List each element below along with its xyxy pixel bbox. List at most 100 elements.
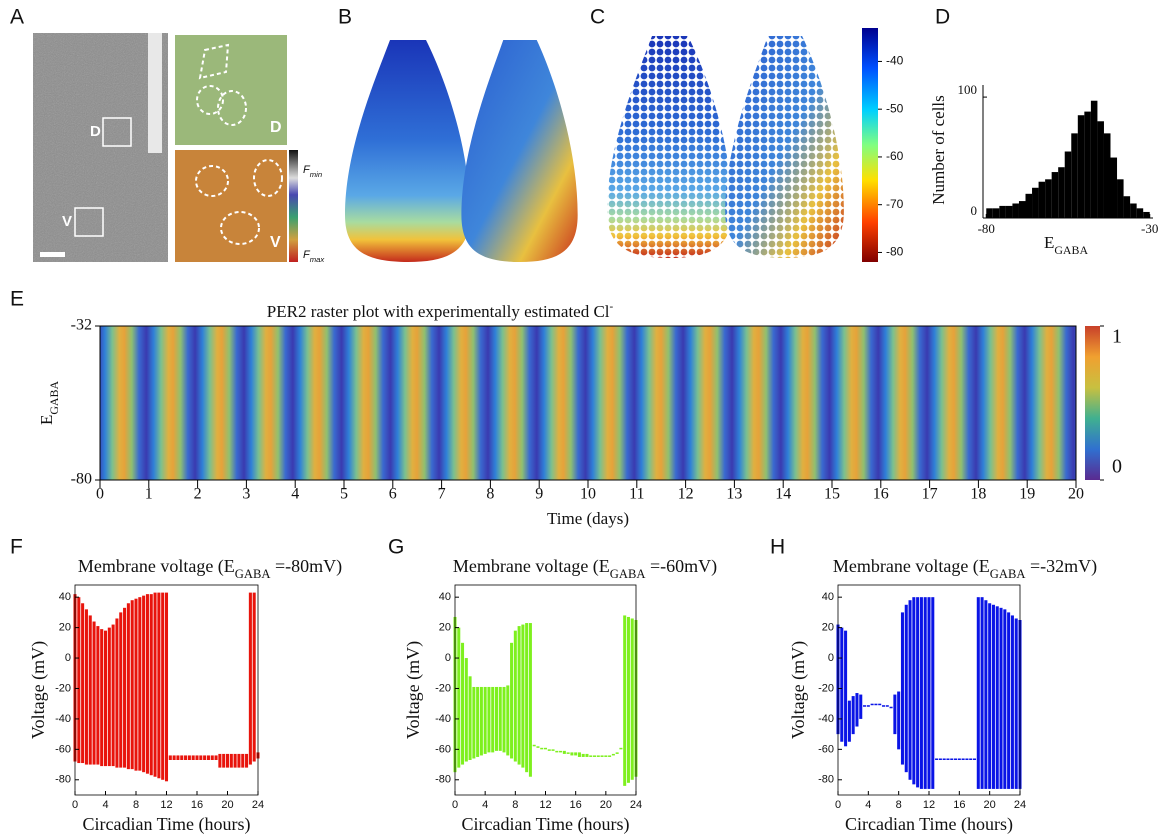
voltage-envelope	[995, 606, 999, 789]
voltage-envelope	[199, 755, 203, 760]
x-tick-label: 2	[194, 486, 202, 503]
bar	[1038, 181, 1046, 218]
y-tick-label: -80	[55, 774, 71, 786]
voltage-envelope	[897, 691, 901, 750]
voltage-envelope	[543, 747, 548, 750]
voltage-envelope	[923, 597, 927, 789]
x-tick-label: 8	[133, 799, 139, 811]
voltage-envelope	[931, 597, 935, 789]
inset-image	[175, 150, 287, 262]
y-tick-label: -80	[71, 471, 92, 488]
chart-title-part: =-80mV)	[270, 556, 342, 577]
voltage-envelope	[630, 618, 634, 780]
voltage-envelope	[241, 753, 245, 768]
bar	[1077, 115, 1085, 218]
voltage-envelope	[479, 686, 483, 756]
y-tick-label: -40	[886, 54, 904, 68]
colorbar-tick-label: 1	[1112, 326, 1122, 348]
y-tick-label: 0	[445, 652, 451, 664]
voltage-envelope	[961, 758, 965, 760]
voltage-envelope	[577, 752, 581, 757]
voltage-envelope	[195, 755, 199, 760]
colorbar-label-part: min	[310, 170, 322, 179]
voltage-envelope	[252, 592, 256, 762]
x-axis-label: Circadian Time (hours)	[462, 814, 630, 835]
voltage-envelope	[184, 755, 188, 760]
x-tick-label: 4	[102, 799, 108, 811]
voltage-envelope	[551, 749, 555, 751]
voltage-envelope	[457, 627, 461, 768]
voltage-envelope	[878, 703, 882, 706]
voltage-envelope	[611, 753, 615, 756]
voltage-envelope	[245, 753, 249, 768]
voltage-envelope	[988, 603, 992, 789]
y-tick-label: -32	[71, 317, 92, 334]
chart-title: Membrane voltage (EGABA =-60mV)	[453, 556, 717, 581]
chart-title-part: PER2 raster plot with experimentally est…	[267, 302, 610, 321]
micrograph-edge	[148, 33, 162, 153]
x-tick-label: 7	[438, 486, 446, 503]
x-tick-label: 12	[923, 799, 935, 811]
x-tick-label: 4	[865, 799, 871, 811]
y-tick-label: -80	[435, 774, 451, 786]
inset-label: V	[270, 234, 281, 251]
bar	[1117, 179, 1124, 218]
bar	[999, 205, 1006, 218]
voltage-envelope	[494, 686, 498, 751]
x-tick-label: 15	[824, 486, 840, 503]
bar	[1143, 211, 1150, 218]
voltage-envelope	[461, 642, 465, 765]
voltage-envelope	[619, 747, 623, 750]
chart-title-part: -	[610, 301, 614, 313]
voltage-envelope	[999, 607, 1003, 789]
y-tick-label: 40	[439, 591, 451, 603]
voltage-envelope	[615, 752, 619, 754]
voltage-envelope	[881, 705, 886, 707]
voltage-envelope	[229, 753, 233, 768]
panel-label: A	[10, 6, 24, 29]
x-tick-label: 4	[291, 486, 299, 503]
voltage-envelope	[623, 615, 627, 786]
voltage-envelope	[885, 705, 889, 707]
x-tick-label: 8	[512, 799, 518, 811]
voltage-envelope	[980, 597, 984, 789]
colorbar-label-part: F	[303, 164, 311, 176]
colorbar-label: Fmax	[303, 249, 325, 264]
voltage-envelope	[210, 755, 214, 760]
voltage-envelope	[950, 758, 954, 760]
colorbar	[1085, 326, 1100, 480]
voltage-envelope	[115, 618, 119, 768]
voltage-envelope	[237, 753, 241, 768]
y-axis-label: Number of cells	[929, 95, 948, 205]
voltage-envelope	[562, 750, 566, 754]
voltage-envelope	[513, 630, 517, 762]
voltage-envelope	[525, 623, 529, 773]
voltage-envelope	[491, 686, 495, 753]
voltage-envelope	[88, 615, 92, 765]
scn-map	[461, 40, 578, 262]
cell-dots	[607, 36, 844, 258]
voltage-envelope	[130, 600, 134, 770]
colorbar	[862, 28, 878, 262]
voltage-envelope	[532, 744, 536, 747]
voltage-envelope	[476, 686, 480, 757]
voltage-envelope	[916, 597, 920, 788]
voltage-envelope	[157, 592, 161, 779]
chart-title-part: Membrane voltage (E	[78, 556, 235, 577]
voltage-envelope	[844, 630, 848, 747]
voltage-envelope	[161, 592, 165, 780]
voltage-envelope	[498, 686, 502, 751]
voltage-envelope	[153, 592, 157, 777]
x-tick-label: -30	[1141, 221, 1158, 236]
chart-title: Membrane voltage (EGABA =-32mV)	[833, 556, 1097, 581]
bar	[986, 208, 993, 218]
x-tick-label: 6	[389, 486, 397, 503]
x-tick-label: 8	[486, 486, 494, 503]
voltage-envelope	[103, 630, 108, 767]
y-tick-label: -60	[886, 149, 904, 163]
x-tick-label: 0	[72, 799, 78, 811]
x-tick-label: 0	[452, 799, 458, 811]
bar	[1025, 193, 1033, 218]
scn-map	[345, 40, 470, 262]
